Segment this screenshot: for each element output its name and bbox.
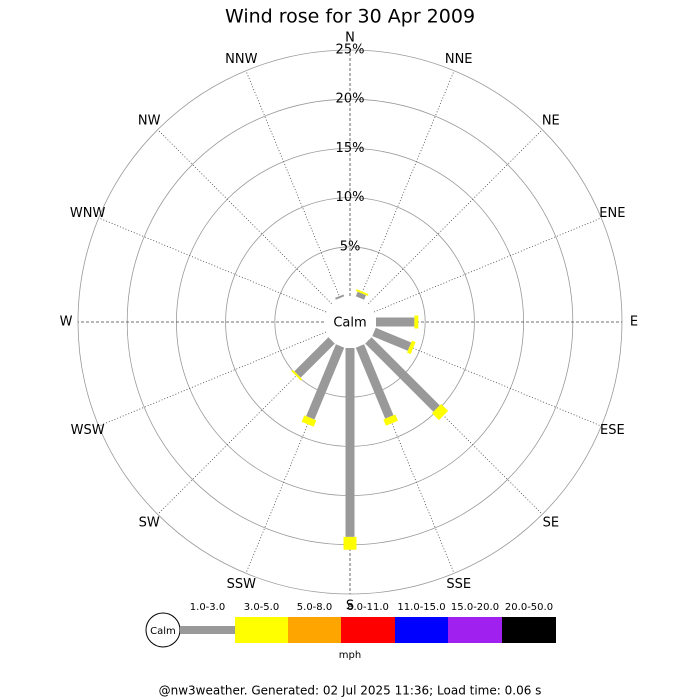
bar-segment [383,414,398,426]
legend-swatch [341,617,395,643]
legend-swatch [448,617,502,643]
legend-label: 5.0-8.0 [297,602,332,613]
legend-label: 20.0-50.0 [505,602,553,613]
legend-swatch [235,617,288,643]
spoke [359,70,455,299]
calm-circle [326,298,374,346]
direction-label: SSW [227,577,257,592]
direction-label: ENE [599,206,625,221]
legend-swatch [502,617,556,643]
direction-label: SW [139,515,160,530]
direction-label: ESE [600,423,625,438]
bar-segment [406,340,416,355]
spoke [245,70,341,299]
direction-label: E [630,315,638,330]
direction-label: N [345,31,355,46]
bar-segment [431,403,449,421]
bar-segment [355,344,394,419]
legend-label: 8.0-11.0 [347,602,389,613]
spoke [98,217,327,313]
bar-segment [301,415,317,427]
bar-segment [355,289,369,296]
direction-label: NE [542,114,560,129]
direction-label: NW [138,114,161,129]
r-tick-label: 5% [340,239,361,254]
legend-swatch [395,617,448,643]
legend-swatch [288,617,341,643]
spoke [157,340,332,515]
bar-segment [365,337,440,412]
r-tick-label: 10% [336,190,365,205]
spoke [368,340,543,515]
bar-segment [294,337,335,378]
direction-label: NNE [445,52,473,67]
direction-label: SSE [446,577,471,592]
direction-label: NNW [225,52,257,67]
spoke [98,331,327,427]
legend-label: 15.0-20.0 [451,602,499,613]
legend-calm-label: Calm [150,626,176,637]
bar-segment [355,291,366,300]
direction-label: WNW [70,206,106,221]
r-tick-label: 25% [336,43,365,58]
legend-unit: mph [339,650,361,661]
direction-label: W [60,315,73,330]
legend-label: 1.0-3.0 [190,602,225,613]
bar-segment [291,369,303,381]
bar-segment [306,344,345,420]
spoke [373,331,602,427]
bar-segment [335,294,345,300]
direction-label: WSW [71,423,105,438]
footer: @nw3weather. Generated: 02 Jul 2025 11:3… [159,684,542,698]
legend-swatch [180,626,235,634]
legend-label: 11.0-15.0 [397,602,445,613]
spoke [373,217,602,313]
spoke [359,345,455,574]
spoke [368,129,543,304]
direction-label: SE [543,515,559,530]
legend-label: 3.0-5.0 [244,602,279,613]
direction-label: S [346,599,354,614]
spoke [157,129,332,304]
spoke [245,345,341,574]
chart-title: Wind rose for 30 Apr 2009 [225,6,475,28]
bar-segment [372,327,412,351]
calm-label: Calm [333,316,366,331]
